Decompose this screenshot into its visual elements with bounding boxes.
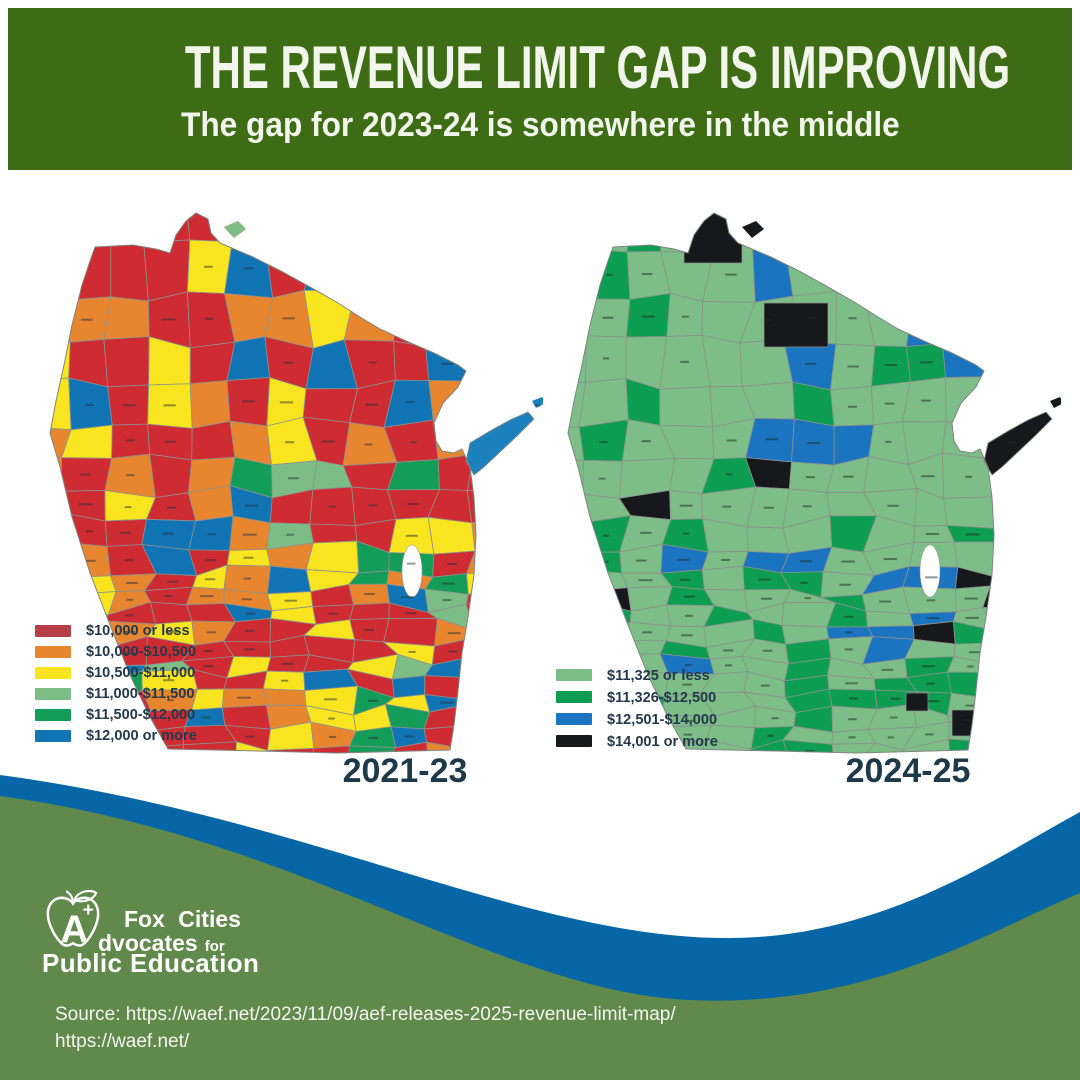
legend-row: $10,000-$10,500 bbox=[35, 641, 200, 662]
logo-line-fox-cities: Fox Cities bbox=[124, 906, 241, 932]
logo-word-for: for bbox=[204, 938, 225, 955]
legend-row: $12,000 or more bbox=[35, 725, 200, 746]
legend-label: $11,325 or less bbox=[607, 666, 710, 684]
legend-row: $10,000 or less bbox=[35, 620, 200, 641]
footer-waves bbox=[0, 775, 1080, 1080]
page-title: THE REVENUE LIMIT GAP IS IMPROVING bbox=[184, 34, 1011, 101]
legend-label: $10,500-$11,000 bbox=[86, 664, 196, 681]
legend-label: $10,000 or less bbox=[86, 622, 190, 639]
legend-2024-25: $11,325 or less $11,326-$12,500 $12,501-$1… bbox=[556, 664, 721, 752]
legend-swatch bbox=[556, 713, 592, 725]
legend-row: $14,001 or more bbox=[556, 730, 721, 752]
legend-2021-23: $10,000 or less $10,000-$10,500 $10,500-$1… bbox=[35, 620, 200, 746]
apple-icon: A + bbox=[46, 890, 100, 951]
year-label-left: 2021-23 bbox=[342, 752, 468, 790]
legend-label: $11,000-$11,500 bbox=[86, 685, 195, 702]
legend-swatch bbox=[35, 666, 71, 679]
year-label-right: 2024-25 bbox=[845, 752, 971, 790]
legend-label: $12,501-$14,000 bbox=[607, 710, 718, 728]
wave-green bbox=[0, 796, 1080, 1080]
legend-label: $12,000 or more bbox=[86, 727, 197, 744]
legend-row: $11,325 or less bbox=[556, 664, 721, 686]
apple-plus-sign: + bbox=[83, 900, 94, 921]
source-line-2: https://waef.net/ bbox=[55, 1030, 190, 1052]
legend-row: $11,000-$11,500 bbox=[35, 683, 200, 704]
logo-line-advocates: dvocates for bbox=[98, 930, 225, 956]
wisconsin-map-2024-25 bbox=[567, 212, 1061, 754]
page-subtitle: The gap for 2023-24 is somewhere in the … bbox=[180, 106, 900, 144]
legend-swatch bbox=[35, 624, 71, 637]
legend-row: $12,501-$14,000 bbox=[556, 708, 721, 730]
source-line-1: Source: https://waef.net/2023/11/09/aef-… bbox=[55, 1004, 676, 1025]
legend-label: $10,000-$10,500 bbox=[86, 643, 197, 660]
legend-swatch bbox=[556, 691, 592, 703]
wisconsin-map-2021-23 bbox=[49, 212, 543, 754]
legend-swatch bbox=[35, 708, 71, 721]
legend-swatch bbox=[35, 645, 71, 658]
legend-row: $11,500-$12,000 bbox=[35, 704, 200, 725]
header-band: THE REVENUE LIMIT GAP IS IMPROVING The g… bbox=[8, 8, 1072, 170]
legend-swatch bbox=[35, 687, 71, 700]
logo-line-public-education: Public Education bbox=[42, 948, 260, 978]
legend-label: $11,500-$12,000 bbox=[86, 706, 196, 723]
legend-swatch bbox=[556, 669, 592, 681]
legend-swatch bbox=[35, 729, 71, 742]
fox-cities-logo: A + Fox Cities dvocates for Public Educat… bbox=[42, 884, 322, 984]
legend-swatch bbox=[556, 735, 592, 747]
legend-row: $11,326-$12,500 bbox=[556, 686, 721, 708]
source-text: Source: https://waef.net/2023/11/09/aef-… bbox=[55, 1002, 676, 1055]
apple-letter-a: A bbox=[60, 908, 88, 951]
legend-label: $14,001 or more bbox=[607, 732, 718, 750]
legend-row: $10,500-$11,000 bbox=[35, 662, 200, 683]
legend-label: $11,326-$12,500 bbox=[607, 688, 717, 706]
